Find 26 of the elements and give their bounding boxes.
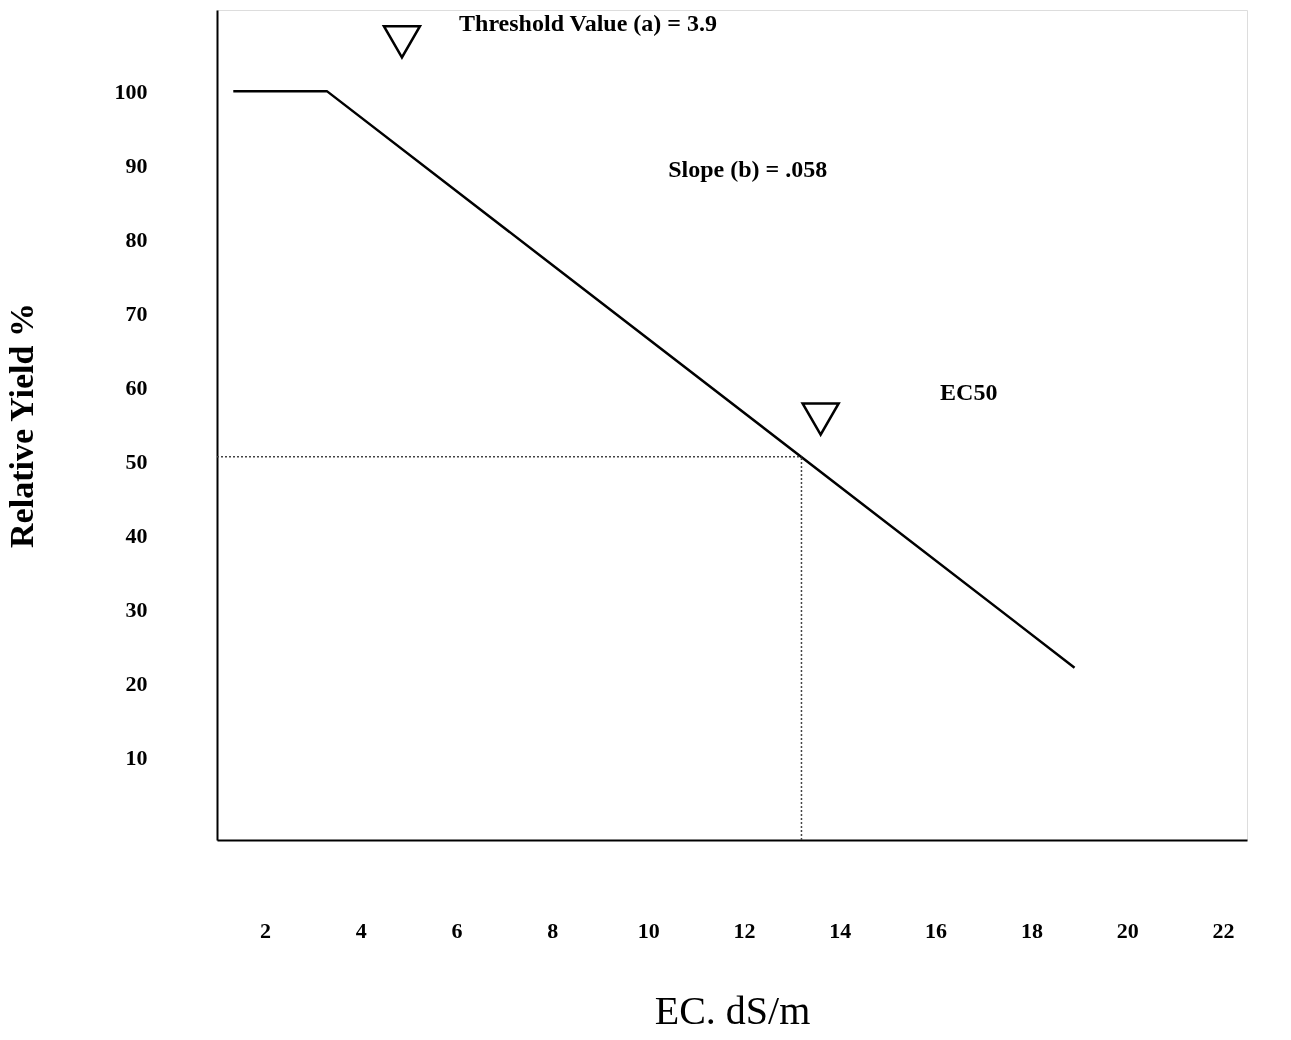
x-tick-label: 8 <box>547 917 559 943</box>
x-tick-label: 10 <box>637 917 660 943</box>
y-tick-label: 80 <box>125 226 148 252</box>
y-axis-title: Relative Yield % <box>2 303 40 548</box>
x-tick-label: 6 <box>451 917 463 943</box>
y-tick-label: 10 <box>125 744 148 770</box>
annotation: Slope (b) = .058 <box>668 156 828 183</box>
x-tick-label: 14 <box>829 917 852 943</box>
annotation: EC50 <box>940 379 998 406</box>
x-axis-title: EC. dS/m <box>654 987 811 1033</box>
y-tick-label: 100 <box>114 78 148 104</box>
x-tick-label: 2 <box>259 917 271 943</box>
x-tick-label: 12 <box>733 917 756 943</box>
y-tick-label: 30 <box>125 596 148 622</box>
y-tick-label: 50 <box>125 448 148 474</box>
y-tick-label: 90 <box>125 152 148 178</box>
x-tick-label: 20 <box>1116 917 1139 943</box>
y-tick-label: 70 <box>125 300 148 326</box>
x-tick-label: 4 <box>355 917 367 943</box>
y-tick-label: 60 <box>125 374 148 400</box>
y-tick-label: 40 <box>125 522 148 548</box>
x-tick-label: 16 <box>925 917 948 943</box>
x-tick-label: 22 <box>1212 917 1235 943</box>
annotation: Threshold Value (a) = 3.9 <box>459 10 717 37</box>
x-tick-label: 18 <box>1020 917 1043 943</box>
y-tick-label: 20 <box>125 670 148 696</box>
